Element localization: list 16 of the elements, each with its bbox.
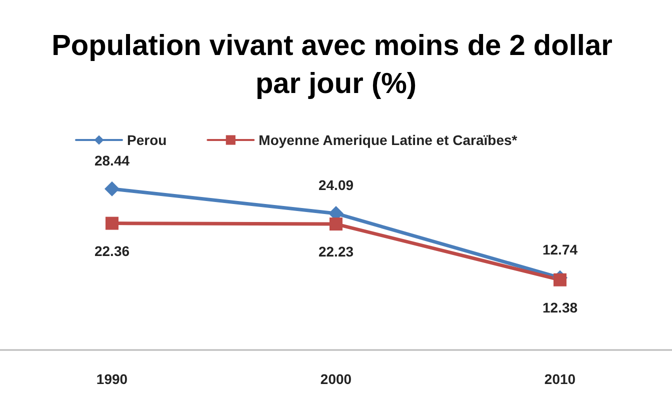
data-label: 22.23 xyxy=(318,244,354,260)
x-tick-label: 1990 xyxy=(96,371,128,387)
point xyxy=(330,218,342,231)
x-tick-label: 2000 xyxy=(320,371,352,387)
legend-label: Moyenne Amerique Latine et Caraïbes* xyxy=(258,132,518,148)
legend-label: Perou xyxy=(127,132,167,148)
data-label: 22.36 xyxy=(94,242,130,259)
point xyxy=(104,181,120,196)
data-label: 28.44 xyxy=(94,152,130,168)
data-label: 24.09 xyxy=(318,176,354,193)
point xyxy=(106,216,118,230)
point xyxy=(554,273,566,286)
data-label: 12.74 xyxy=(542,241,578,258)
chart-title: Population vivant avec moins de 2 dollar par jour (%) xyxy=(52,30,620,100)
data-label: 12.38 xyxy=(542,299,578,316)
x-tick-label: 2010 xyxy=(544,371,576,387)
